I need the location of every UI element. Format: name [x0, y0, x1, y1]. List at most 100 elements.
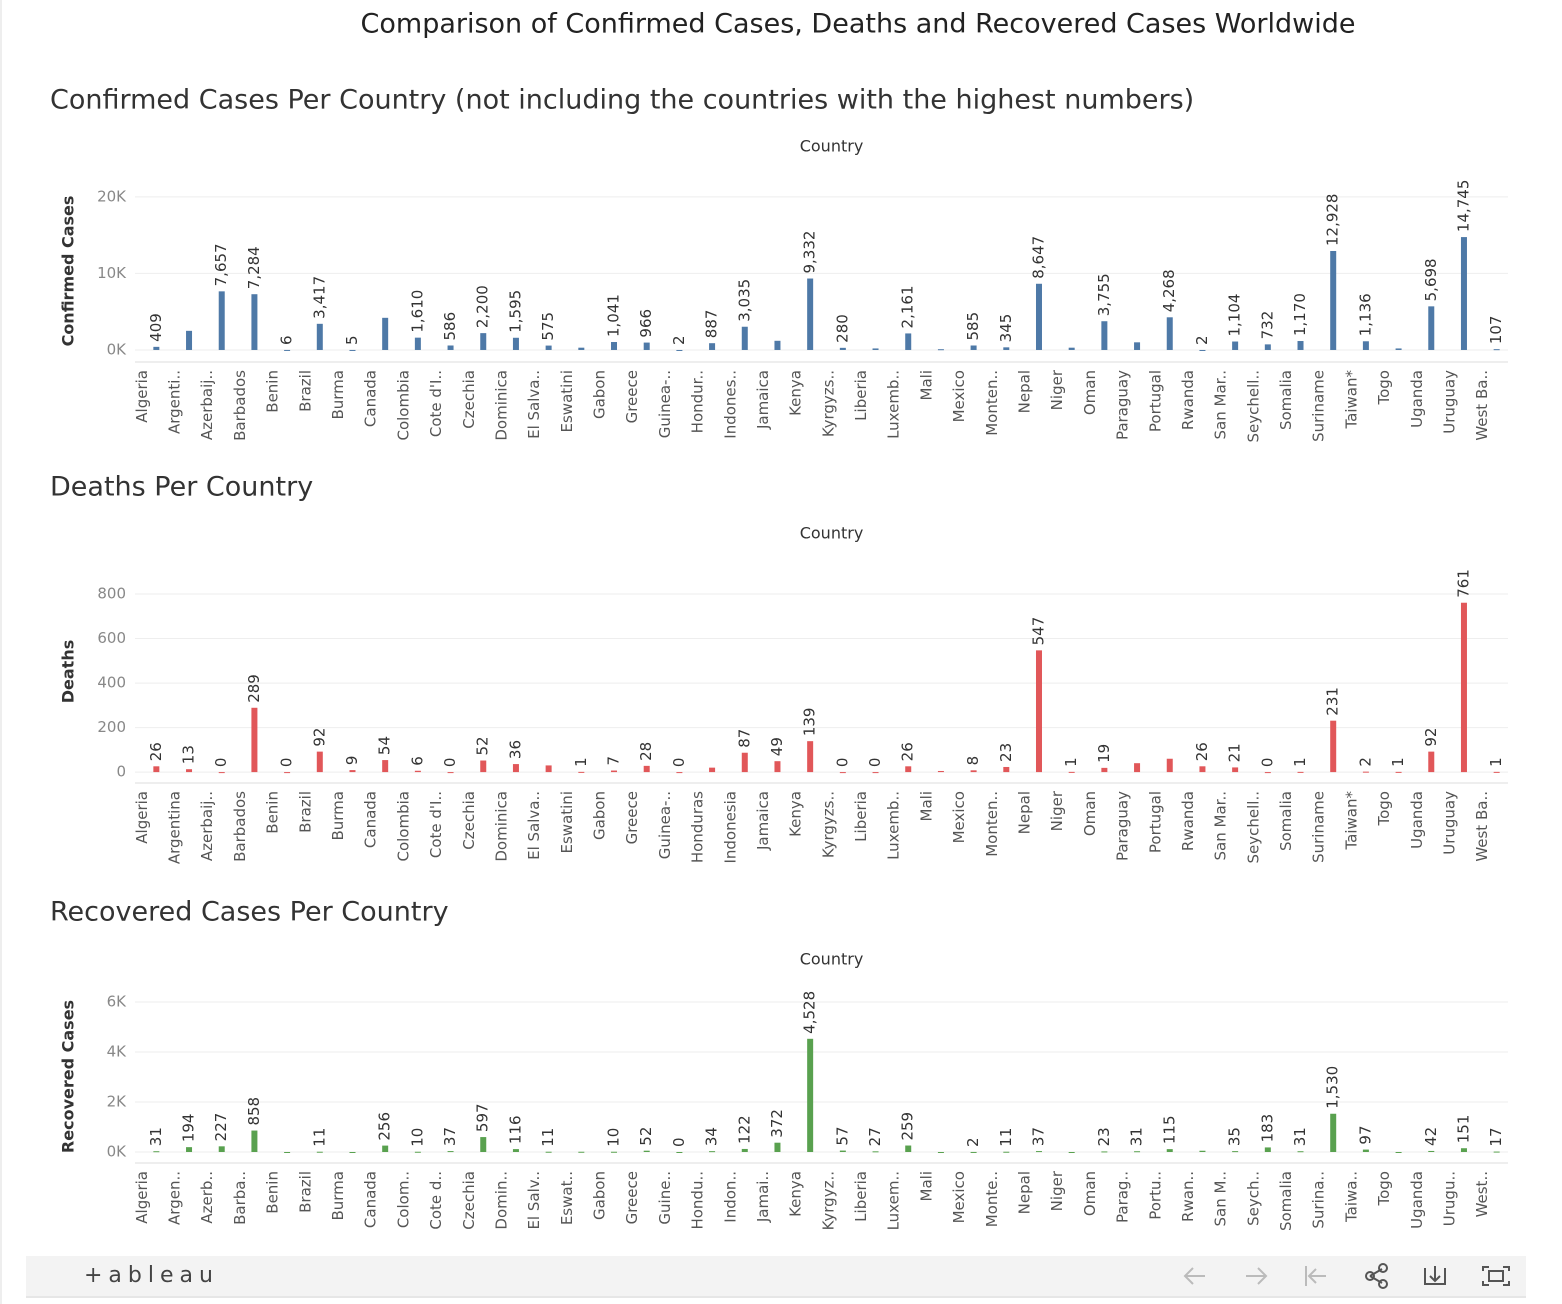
data-label: 409 — [147, 313, 165, 342]
data-label: 107 — [1487, 316, 1505, 345]
download-icon[interactable] — [1424, 1266, 1446, 1285]
chart-title: Recovered Cases Per Country — [50, 897, 449, 928]
x-tick-label: Niger — [1048, 1170, 1066, 1211]
data-label: 42 — [1422, 1127, 1440, 1146]
x-tick-label: Dominica — [492, 370, 510, 441]
bar — [872, 772, 879, 774]
bar — [1395, 771, 1402, 773]
bar — [839, 347, 846, 350]
data-label: 87 — [735, 729, 753, 748]
bar — [316, 751, 323, 773]
data-label: 1 — [1487, 757, 1505, 767]
y-tick-label: 800 — [97, 585, 126, 603]
x-tick-label: Gabon — [591, 791, 609, 840]
data-label: 27 — [866, 1127, 884, 1146]
bar — [676, 349, 683, 351]
bar — [1166, 317, 1173, 350]
data-label: 585 — [964, 312, 982, 341]
x-tick-label: Monte.. — [983, 1171, 1001, 1227]
data-label: 5,698 — [1422, 258, 1440, 301]
bar — [839, 1150, 846, 1152]
x-tick-label: Burma — [329, 791, 347, 841]
x-tick-label: West.. — [1473, 1171, 1491, 1217]
undo-icon[interactable] — [1183, 1267, 1205, 1285]
data-label: 9 — [343, 756, 361, 766]
tableau-logo[interactable]: +ableau — [84, 1263, 219, 1288]
bar — [741, 1148, 748, 1152]
bar — [1493, 771, 1500, 773]
data-label: 2,200 — [474, 285, 492, 328]
y-tick-label: 200 — [97, 718, 126, 736]
bar — [1166, 1149, 1173, 1152]
bar — [1232, 341, 1239, 350]
bar — [643, 765, 650, 773]
bar — [578, 1151, 585, 1153]
bar — [1003, 347, 1010, 350]
x-tick-label: El Salva.. — [525, 791, 543, 860]
data-label: 23 — [1095, 1127, 1113, 1146]
data-label: 1,170 — [1291, 293, 1309, 336]
x-tick-label: Parag.. — [1114, 1171, 1132, 1223]
x-tick-label: Barbados — [231, 791, 249, 862]
bar — [251, 1130, 258, 1152]
data-label: 345 — [997, 314, 1015, 343]
data-label: 0 — [833, 758, 851, 768]
x-tick-label: Togo — [1375, 1171, 1393, 1207]
bar — [512, 764, 519, 773]
bar — [1003, 766, 1010, 773]
bar — [1166, 758, 1173, 773]
bar — [1330, 250, 1337, 350]
x-tick-label: Niger — [1048, 369, 1066, 410]
data-label: 151 — [1454, 1115, 1472, 1144]
data-label: 8,647 — [1029, 236, 1047, 279]
x-tick-label: Kenya — [787, 1171, 805, 1217]
x-tick-label: Benin — [264, 370, 282, 413]
bar — [1264, 344, 1271, 350]
bar — [578, 347, 585, 350]
data-label: 26 — [899, 742, 917, 761]
data-label: 37 — [1029, 1127, 1047, 1146]
data-label: 3,417 — [310, 276, 328, 319]
x-axis-title: Country — [800, 524, 864, 543]
x-tick-label: Liberia — [852, 370, 870, 421]
bar — [1493, 349, 1500, 351]
x-tick-label: Canada — [362, 791, 380, 848]
bar — [349, 770, 356, 773]
x-tick-label: Mali — [917, 370, 935, 400]
data-label: 372 — [768, 1109, 786, 1138]
data-label: 35 — [1226, 1127, 1244, 1146]
bar — [643, 1150, 650, 1152]
x-tick-label: Argentina — [166, 791, 184, 864]
bar — [480, 1137, 487, 1152]
data-label: 36 — [506, 740, 524, 759]
x-tick-label: Suriname — [1310, 370, 1328, 442]
bar — [937, 770, 944, 773]
x-tick-label: Luxem.. — [885, 1171, 903, 1230]
data-label: 761 — [1454, 569, 1472, 598]
y-tick-label: 6K — [107, 993, 128, 1011]
data-label: 49 — [768, 737, 786, 756]
bar — [218, 291, 225, 350]
bar — [709, 767, 716, 773]
y-tick-label: 4K — [107, 1043, 128, 1061]
x-tick-label: Nepal — [1015, 1171, 1033, 1214]
data-label: 0 — [670, 1137, 688, 1147]
data-label: 2 — [1193, 335, 1211, 345]
data-label: 54 — [376, 736, 394, 755]
redo-icon[interactable] — [1246, 1267, 1268, 1285]
revert-icon[interactable] — [1305, 1266, 1326, 1286]
bar — [1362, 771, 1369, 773]
x-tick-label: Canada — [362, 1171, 380, 1228]
data-label: 10 — [605, 1128, 623, 1147]
bar — [186, 1147, 193, 1152]
bar — [1199, 349, 1206, 351]
x-tick-label: Luxemb.. — [885, 791, 903, 860]
bar — [676, 1152, 683, 1153]
x-tick-label: Gabon — [591, 1171, 609, 1220]
fullscreen-icon[interactable] — [1482, 1266, 1510, 1286]
bar — [1297, 341, 1304, 350]
x-tick-label: Algeria — [133, 791, 151, 844]
data-label: 122 — [735, 1115, 753, 1144]
data-label: 183 — [1258, 1114, 1276, 1143]
